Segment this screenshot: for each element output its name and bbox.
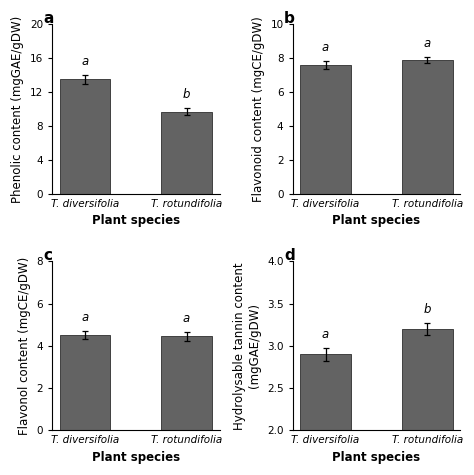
Bar <box>60 79 110 194</box>
X-axis label: Plant species: Plant species <box>332 214 420 227</box>
Text: c: c <box>44 247 53 263</box>
Text: b: b <box>423 303 431 316</box>
Y-axis label: Phenolic content (mgGAE/gDW): Phenolic content (mgGAE/gDW) <box>11 15 24 203</box>
Text: a: a <box>322 328 329 341</box>
Bar <box>161 112 212 194</box>
Text: a: a <box>82 311 89 324</box>
Text: a: a <box>183 313 190 325</box>
Bar <box>402 60 453 194</box>
Text: a: a <box>424 37 431 50</box>
X-axis label: Plant species: Plant species <box>332 451 420 464</box>
Text: b: b <box>284 11 295 26</box>
Text: b: b <box>183 88 190 102</box>
Text: d: d <box>284 247 295 263</box>
X-axis label: Plant species: Plant species <box>91 214 180 227</box>
Bar <box>161 336 212 430</box>
Bar <box>402 329 453 475</box>
Text: a: a <box>322 41 329 54</box>
Y-axis label: Flavonoid content (mgCE/gDW): Flavonoid content (mgCE/gDW) <box>252 16 265 202</box>
Bar <box>300 65 351 194</box>
Bar <box>300 354 351 475</box>
Y-axis label: Flavonol content (mgCE/gDW): Flavonol content (mgCE/gDW) <box>18 256 31 435</box>
X-axis label: Plant species: Plant species <box>91 451 180 464</box>
Y-axis label: Hydrolysable tannin content
(mgGAE/gDW): Hydrolysable tannin content (mgGAE/gDW) <box>233 262 261 430</box>
Text: a: a <box>44 11 54 26</box>
Text: a: a <box>82 56 89 68</box>
Bar <box>60 335 110 430</box>
